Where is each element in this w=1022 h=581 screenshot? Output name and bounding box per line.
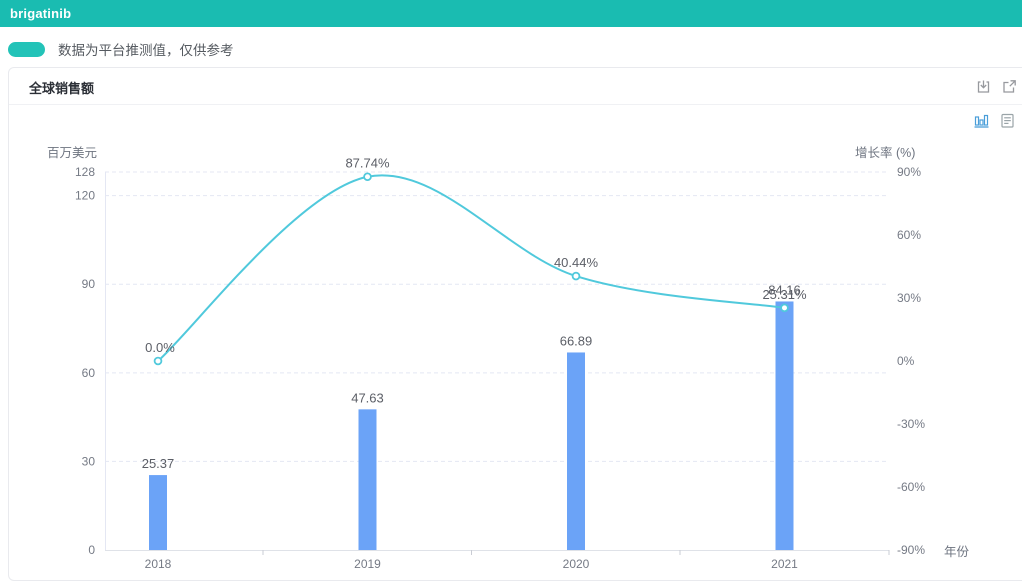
x-tick-label: 2019 xyxy=(354,557,381,571)
left-tick-label: 30 xyxy=(82,454,96,468)
line-point-2019[interactable] xyxy=(363,172,372,182)
right-axis-name: 增长率 (%) xyxy=(855,145,915,160)
left-axis-name: 百万美元 xyxy=(47,146,97,160)
bar-chart-view-icon[interactable] xyxy=(973,112,990,129)
estimate-note-row: 数据为平台推测值，仅供参考 xyxy=(8,40,234,58)
bar-label-2021: 84.16 xyxy=(768,282,801,297)
left-tick-label: 90 xyxy=(82,277,96,291)
bar-label-2020: 66.89 xyxy=(560,333,593,348)
x-axis-name: 年份 xyxy=(944,545,970,559)
bar-2021[interactable] xyxy=(775,301,794,550)
right-tick-label: 90% xyxy=(897,165,921,179)
panel-header: 全球销售额 xyxy=(9,68,1022,105)
bar-2018[interactable] xyxy=(149,475,167,550)
bar-label-2018: 25.37 xyxy=(142,456,175,471)
left-tick-label: 0 xyxy=(88,543,95,557)
panel-title: 全球销售额 xyxy=(29,81,95,96)
external-link-icon[interactable] xyxy=(1001,78,1018,95)
page-title: brigatinib xyxy=(10,6,72,21)
line-label-2021: 25.31% xyxy=(762,287,807,302)
line-point-2020[interactable] xyxy=(571,271,581,281)
right-tick-label: -90% xyxy=(897,543,925,557)
growth-line xyxy=(157,174,785,362)
right-tick-label: 30% xyxy=(897,291,921,305)
left-tick-label: 128 xyxy=(75,165,95,179)
global-sales-panel: 全球销售额 xyxy=(8,67,1022,581)
bar-label-2019: 47.63 xyxy=(351,390,384,405)
line-point-2018[interactable] xyxy=(153,356,163,366)
bar-2020[interactable] xyxy=(567,352,585,550)
x-tick-label: 2018 xyxy=(145,557,172,571)
line-label-2020: 40.44% xyxy=(554,255,599,270)
estimate-legend-swatch xyxy=(8,41,45,57)
left-tick-label: 120 xyxy=(75,189,95,203)
download-icon[interactable] xyxy=(975,78,992,95)
right-tick-label: -60% xyxy=(897,480,925,494)
right-tick-label: 60% xyxy=(897,228,921,242)
line-label-2019: 87.74% xyxy=(345,156,390,171)
x-tick-label: 2020 xyxy=(563,557,590,571)
estimate-note-text: 数据为平台推测值，仅供参考 xyxy=(58,43,234,58)
line-point-2021[interactable] xyxy=(780,303,789,313)
bar-2019[interactable] xyxy=(358,409,377,550)
left-tick-label: 60 xyxy=(82,366,96,380)
data-view-icon[interactable] xyxy=(999,112,1016,129)
x-tick-label: 2021 xyxy=(771,557,798,571)
app-header: brigatinib xyxy=(0,0,1022,27)
line-label-2018: 0.0% xyxy=(145,340,175,355)
chart-toolbox xyxy=(973,112,1016,129)
right-tick-label: 0% xyxy=(897,354,915,368)
right-tick-label: -30% xyxy=(897,417,925,431)
